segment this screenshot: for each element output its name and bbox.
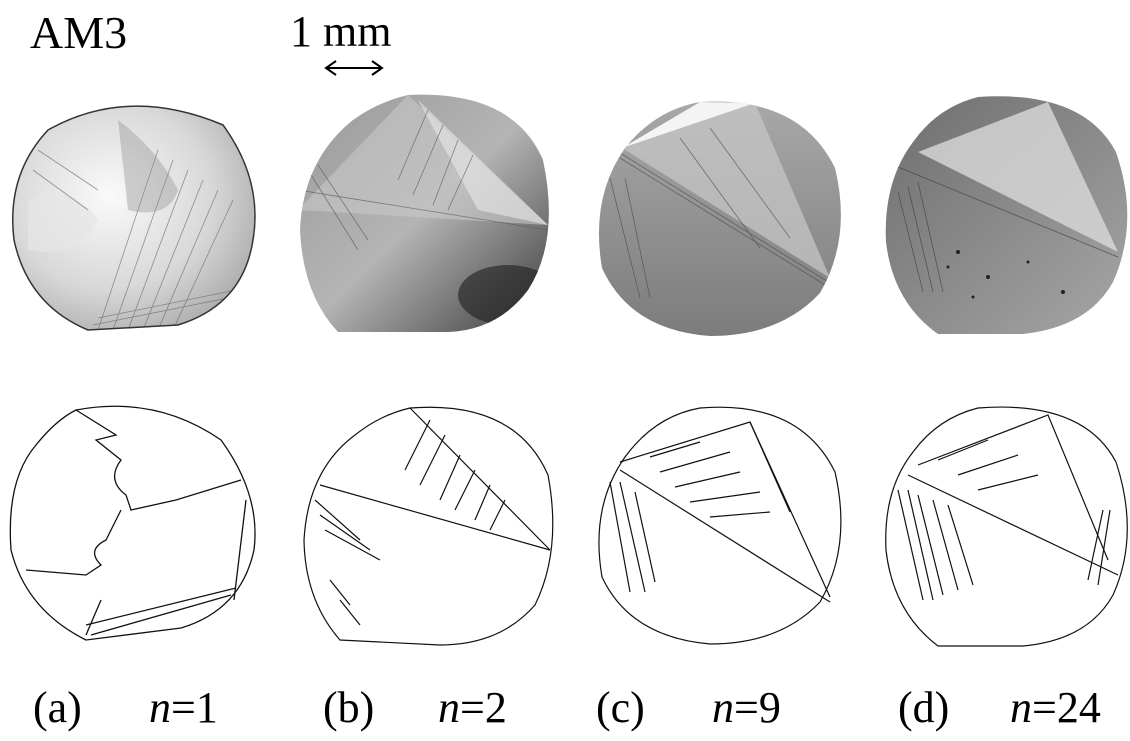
n-symbol: n xyxy=(1010,683,1032,732)
double-arrow-icon xyxy=(324,60,384,76)
edge-map-b xyxy=(303,406,554,646)
n-symbol: n xyxy=(438,683,460,732)
panel-letter-d: (d) xyxy=(898,683,950,732)
n-value: =2 xyxy=(460,683,507,732)
panel-caption-d: (d) n=24 xyxy=(898,683,1101,733)
panel-letter-b: (b) xyxy=(323,683,375,732)
panel-caption-c: (c) n=9 xyxy=(596,683,781,733)
crystal-photo-c xyxy=(598,101,841,337)
edge-map-c xyxy=(598,406,842,645)
panel-caption-b: (b) n=2 xyxy=(323,683,507,733)
n-value: =9 xyxy=(734,683,781,732)
panel-caption-a: (a) n=1 xyxy=(33,683,218,733)
crystal-photo-a xyxy=(11,105,256,331)
n-value: =24 xyxy=(1032,683,1101,732)
sample-label: AM3 xyxy=(30,7,128,58)
panel-letter-a: (a) xyxy=(33,683,82,732)
scale-bar: 1 mm xyxy=(290,7,410,76)
panel-n-a: n=1 xyxy=(149,683,218,733)
edge-map-d xyxy=(885,406,1128,647)
scale-bar-label: 1 mm xyxy=(290,7,392,56)
n-value: =1 xyxy=(171,683,218,732)
edge-map-a xyxy=(9,405,256,641)
panel-n-c: n=9 xyxy=(712,683,781,733)
panel-n-b: n=2 xyxy=(438,683,507,733)
panel-n-d: n=24 xyxy=(1010,683,1101,733)
n-symbol: n xyxy=(149,683,171,732)
crystal-photo-d xyxy=(885,96,1128,334)
panel-letter-c: (c) xyxy=(596,683,645,732)
crystal-photo-b xyxy=(300,94,549,333)
n-symbol: n xyxy=(712,683,734,732)
